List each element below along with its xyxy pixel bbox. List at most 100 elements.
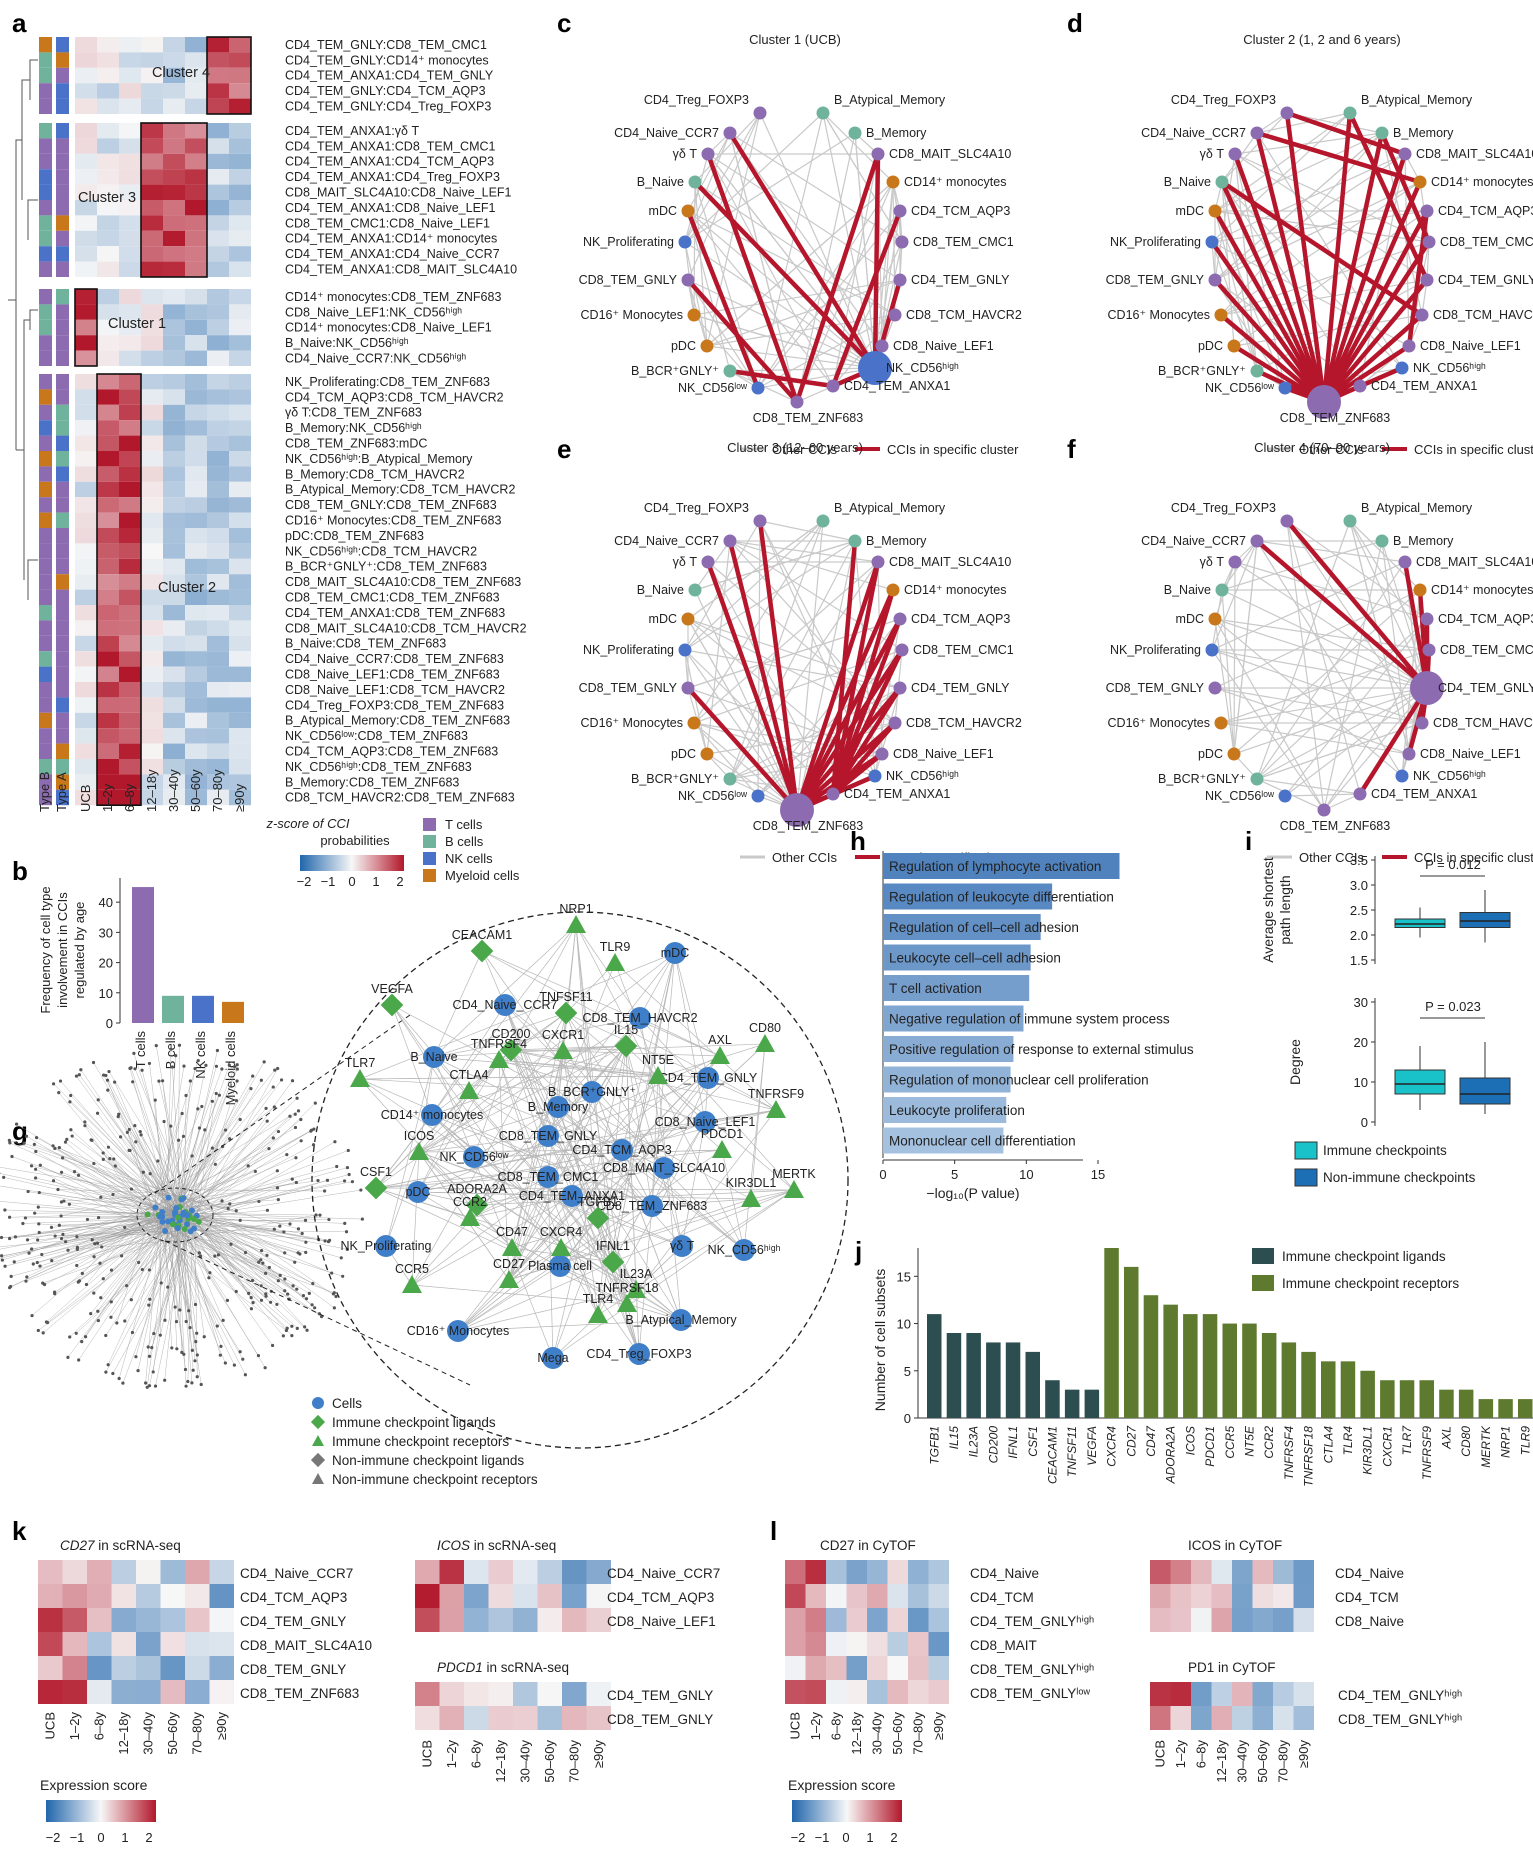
hairball-node [105,1078,110,1082]
hairball-node [63,1140,68,1144]
heatmap-cell [229,651,251,667]
receptor-node-label: IL23A [620,1267,653,1281]
heatmap-cell [163,543,185,559]
network-node-label: CD4_Naive_CCR7 [1141,534,1246,548]
heatmap-cell [97,261,119,277]
hairball-node [41,1331,45,1335]
expression-cell [160,1656,185,1680]
age-label: ≥90y [591,1740,606,1769]
cell-node [629,1007,651,1029]
heatmap-title: PDCD1 in scRNA-seq [437,1660,569,1675]
x-tick-label: IL23A [967,1426,981,1457]
receptor-node-label: CCR2 [453,1195,487,1209]
heatmap-cell [229,774,251,790]
hairball-edge [0,1215,176,1258]
heatmap-cell [185,153,207,170]
edge-specific [705,559,800,813]
heatmap-cell [75,620,97,636]
cell-node [421,1104,443,1126]
zoom-edge [547,1176,628,1305]
age-label: 12–18y [1214,1740,1229,1783]
heatmap-cell [97,289,119,305]
heatmap-cell [163,635,185,652]
heatmap-cell [75,374,97,390]
network-node [753,106,767,120]
expression-cell [439,1608,464,1632]
expression-cell [111,1584,136,1608]
edge-other [757,314,896,389]
hairball-edge [78,1175,162,1231]
edge-other [1256,778,1361,795]
heatmap-row-label: CD4_TEM_ANXA1:γδ T [285,124,419,138]
age-label: 1–2y [1173,1740,1188,1769]
zoom-edge [359,1078,475,1158]
y-axis-label: Average shortest [1260,857,1276,963]
heatmap-cell [229,589,251,605]
network-node-label: B_Atypical_Memory [1361,501,1473,515]
heatmap-cell [207,712,229,729]
cell-node-label: CD8_TEM_HAVCR2 [582,1011,697,1025]
expression-cell [415,1584,440,1608]
heatmap-cell [75,589,97,605]
heatmap-cell [141,350,163,366]
receptor-node [712,1140,732,1158]
row-label: CD4_Naive [970,1566,1039,1581]
hairball-node [53,1234,57,1238]
edge-specific [830,208,903,389]
type-cell [56,230,69,247]
core-node [172,1209,179,1216]
heatmap-cell [75,52,97,68]
hairball-node [112,1157,116,1161]
heatmap-title: CD27 in scRNA-seq [60,1538,181,1553]
expression-cell [1191,1584,1212,1608]
hairball-node [174,1053,178,1058]
box [1459,1077,1511,1105]
zoom-edge [591,1091,628,1305]
bar [883,1066,1011,1093]
zoom-edge [391,1004,433,1116]
colorbar-tick: −2 [46,1830,61,1845]
hairball-node [91,1060,96,1065]
zoom-edge [418,1151,513,1249]
heatmap-cell [119,304,141,320]
expression-cell [908,1584,929,1608]
edge-other [729,367,876,372]
hairball-edge [146,1216,171,1388]
heatmap-cell [141,83,163,99]
heatmap-cell [141,528,163,544]
heatmap-cell [163,666,185,682]
heatmap-cell [141,682,163,698]
zoom-edge [565,1012,777,1111]
type-cell [56,651,69,667]
heatmap-cell [97,335,119,351]
row-label: CD4_TEM_GNLYʰⁱᵍʰ [1338,1688,1462,1703]
network-node-label: CD14⁺ monocytes [1431,583,1533,597]
cell-type-swatch [423,818,436,831]
network-node [826,379,840,393]
network-node-label: pDC [671,339,696,353]
core-node [144,1211,151,1218]
heatmap-cell [97,138,119,154]
edge-other [1211,649,1325,811]
heatmap-cell [119,558,141,575]
edge-specific [705,151,800,405]
hairball-edge [54,1148,168,1215]
expression-cell [87,1680,112,1704]
hairball-edge [153,1201,259,1219]
hairball-node [169,1047,173,1051]
age-label: UCB [787,1712,802,1739]
hairball-node [285,1152,289,1157]
ligand-node [586,1206,610,1230]
heatmap-cell [185,52,207,68]
heatmap-cell [163,528,185,544]
expression-cell [928,1608,949,1632]
edge-other [693,561,879,724]
hairball-node [182,1064,186,1068]
hairball-node [288,1114,292,1118]
edge-other [757,367,876,389]
type-cell [56,451,69,467]
title-gene: PDCD1 [437,1660,483,1675]
legend-title-line2: probabilities [320,833,390,848]
network-node [687,308,701,322]
heatmap-cell [97,67,119,84]
